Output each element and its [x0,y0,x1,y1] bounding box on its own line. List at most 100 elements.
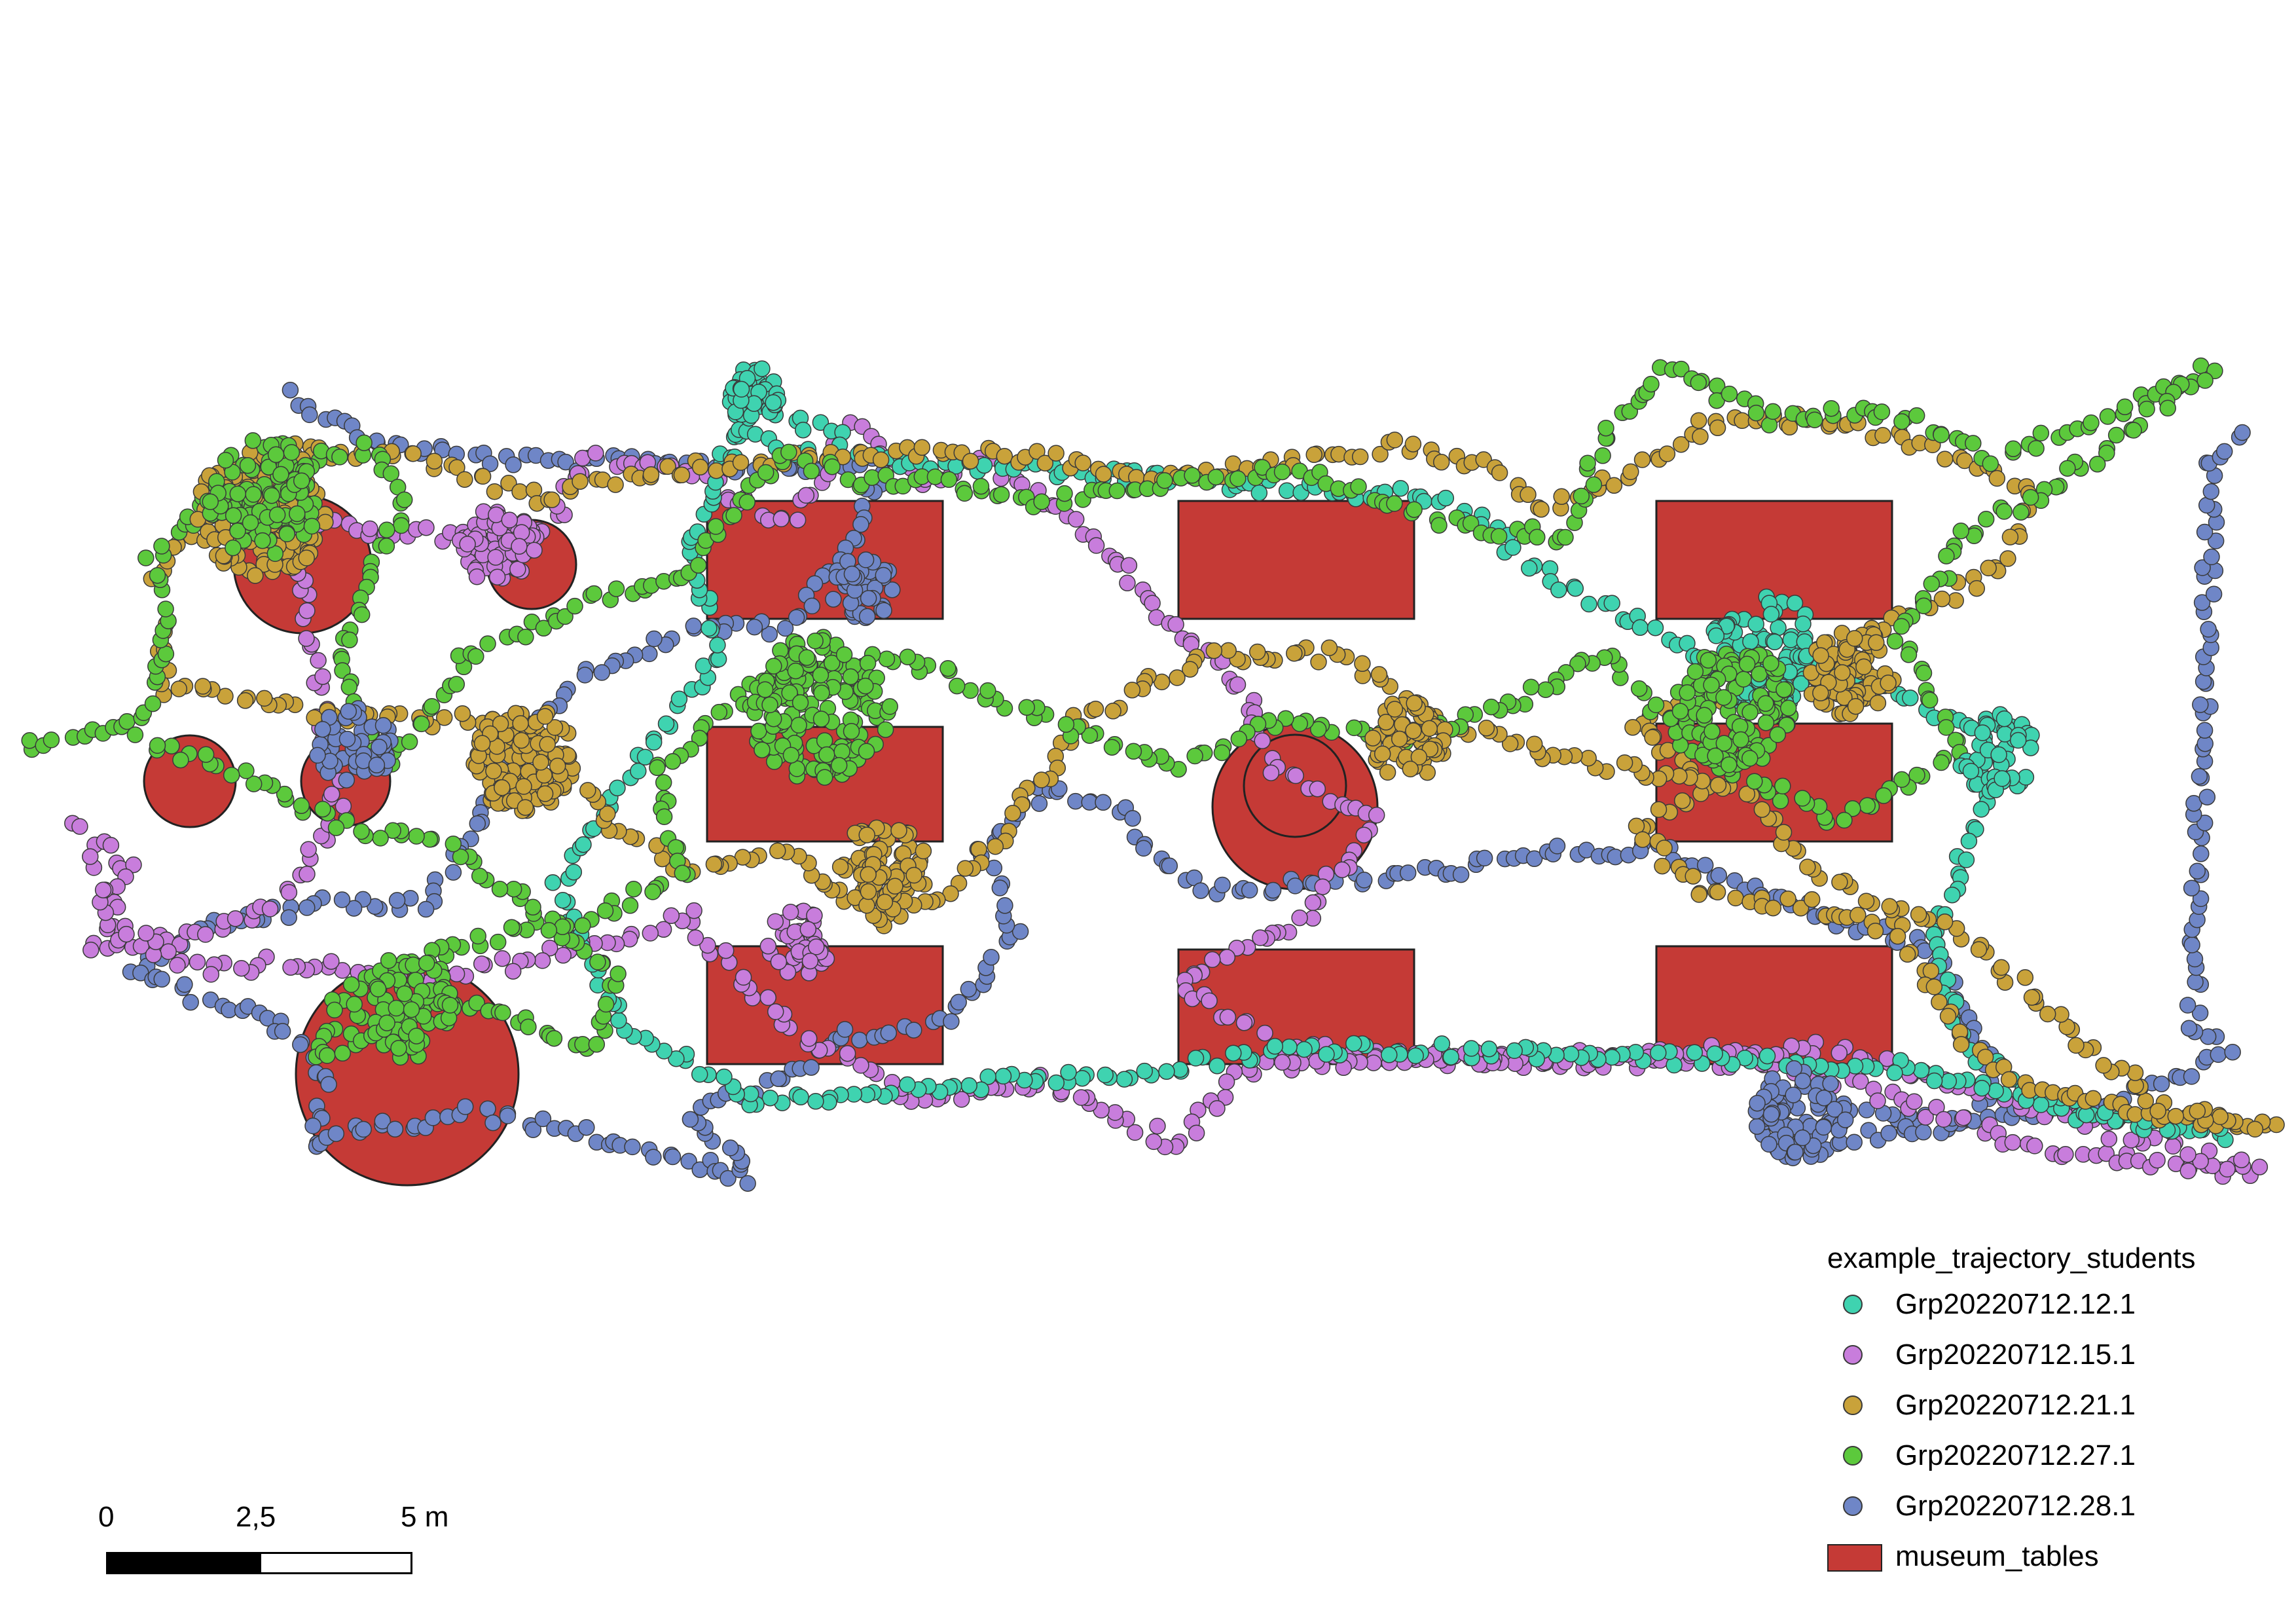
trajectory-point [1727,889,1744,907]
trajectory-point [1686,663,1704,680]
trajectory-point [2032,1096,2050,1113]
trajectory-point [835,646,853,663]
trajectory-point [996,897,1013,914]
trajectory-point [1738,785,1756,803]
trajectory-point [500,475,517,492]
trajectory-point [950,993,967,1011]
legend-label: museum_tables [1895,1540,2099,1572]
trajectory-point [767,1003,784,1020]
trajectory-point [1999,550,2016,567]
trajectory-point [1204,951,1221,969]
trajectory-point [374,1113,392,1130]
trajectory-point [1522,678,1540,695]
trajectory-point [197,926,214,943]
trajectory-point [1386,432,1404,449]
point-symbol-icon [1843,1295,1863,1314]
trajectory-point [599,805,616,822]
trajectory-point [657,715,675,733]
trajectory-point [157,645,175,663]
trajectory-point [1631,619,1649,637]
trajectory-point [2126,1106,2143,1123]
trajectory-point [767,913,784,930]
trajectory-point [2193,594,2211,611]
trajectory-point [2192,890,2210,908]
trajectory-point [1679,684,1696,701]
trajectory-point [1794,790,1811,807]
trajectory-point [608,580,625,597]
trajectory-point [2023,989,2041,1006]
trajectory-point [1116,1071,1133,1088]
trajectory-point [842,668,860,686]
trajectory-point [473,955,490,972]
trajectory-point [340,703,357,720]
trajectory-point [491,880,509,898]
trajectory-point [501,511,519,528]
trajectory-point [1442,1048,1460,1065]
trajectory-point [664,1148,682,1166]
trajectory-point [1145,1133,1163,1151]
trajectory-point [776,619,794,637]
trajectory-point [2207,532,2225,549]
trajectory-point [1603,595,1620,612]
trajectory-point [456,1098,474,1115]
trajectory-point [1859,797,1876,814]
trajectory-point [557,453,574,471]
trajectory-point [596,902,614,919]
trajectory-point [1886,633,1904,650]
trajectory-point [1746,773,1763,790]
trajectory-point [2268,1116,2285,1134]
trajectory-point [1525,735,1543,752]
trajectory-point [197,746,215,763]
scale-label-0: 0 [98,1501,115,1533]
trajectory-point [1908,407,1925,424]
trajectory-point [754,741,771,758]
trajectory-point [1886,1064,1903,1082]
trajectory-point [1286,644,1303,662]
trajectory-point [1108,482,1126,500]
trajectory-point [630,762,647,780]
trajectory-point [1968,580,1986,597]
trajectory-point [1956,452,1973,470]
trajectory-point [1758,1047,1776,1065]
trajectory-point [1218,949,1236,966]
trajectory-point [858,896,875,914]
trajectory-point [1962,762,1980,780]
trajectory-point [843,565,861,583]
trajectory-point [355,1120,372,1138]
trajectory-point [808,938,825,955]
trajectory-point [1836,811,1853,829]
trajectory-point [1281,1039,1298,1056]
trajectory-point [1205,642,1223,659]
trajectory-point [905,1022,922,1039]
trajectory-point [1123,682,1141,699]
trajectory-point [544,874,562,891]
trajectory-point [274,1023,291,1040]
trajectory-point [318,1047,336,1064]
trajectory-point [1874,427,1891,444]
trajectory-point [1673,360,1690,378]
trajectory-point [851,1031,868,1049]
trajectory-point [1692,428,1709,445]
trajectory-point [1958,851,1975,868]
trajectory-point [1156,472,1173,489]
trajectory-point [2212,1108,2229,1126]
trajectory-point [1213,744,1231,762]
trajectory-point [691,729,708,747]
trajectory-point [247,567,264,584]
trajectory-point [345,900,363,917]
trajectory-point [118,925,135,943]
trajectory-point [283,444,301,461]
trajectory-point [1372,445,1389,463]
trajectory-point [915,842,932,860]
trajectory-point [435,709,453,726]
trajectory-point [994,1067,1012,1085]
trajectory-point [680,1153,697,1170]
trajectory-point [153,970,170,988]
trajectory-point [1169,669,1186,686]
trajectory-point [300,841,317,858]
trajectory-point [126,726,144,743]
trajectory-point [2191,1005,2209,1022]
trajectory-point [1476,849,1493,867]
trajectory-point [2196,814,2214,832]
